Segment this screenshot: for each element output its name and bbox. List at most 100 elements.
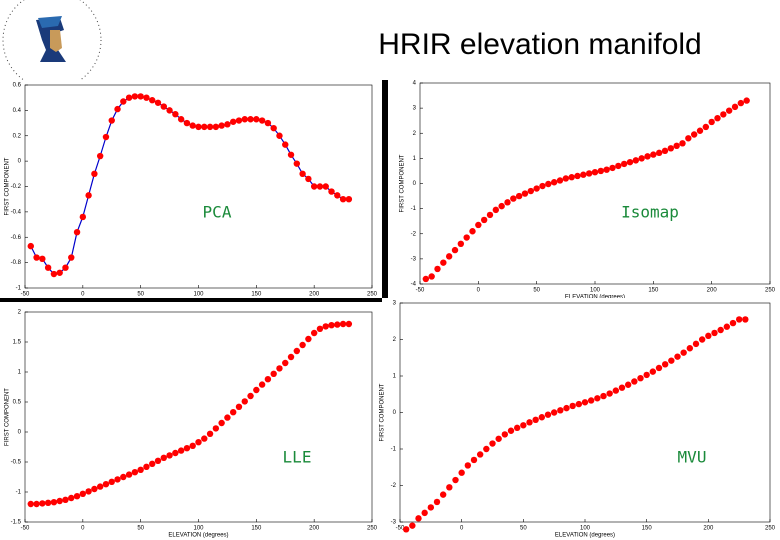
data-point	[195, 123, 202, 131]
x-tick-label: 200	[309, 526, 320, 532]
x-tick-label: 250	[367, 526, 378, 532]
data-point	[316, 325, 324, 332]
data-point	[108, 117, 115, 124]
y-tick-label: 3	[393, 301, 397, 307]
data-point	[668, 357, 675, 364]
data-point	[680, 349, 687, 356]
data-point	[96, 152, 104, 160]
data-point	[218, 419, 225, 427]
x-tick-label: 200	[703, 526, 714, 532]
data-point	[39, 500, 46, 507]
data-point	[717, 326, 724, 334]
data-point	[445, 253, 453, 260]
data-point	[177, 116, 185, 123]
data-point	[409, 522, 416, 529]
data-point	[725, 107, 733, 114]
data-point	[440, 259, 447, 266]
x-tick-label: 250	[765, 288, 776, 294]
data-point	[218, 122, 225, 129]
data-point	[189, 122, 196, 129]
data-point	[44, 264, 52, 271]
data-point	[282, 141, 289, 148]
data-point	[480, 216, 488, 224]
data-point	[120, 473, 127, 481]
data-point	[85, 192, 92, 199]
plot-area	[399, 302, 771, 523]
y-tick-label: 0.5	[13, 400, 22, 406]
y-tick-label: -1.5	[11, 520, 22, 526]
data-point	[345, 195, 353, 203]
data-point	[27, 500, 34, 508]
data-point	[569, 402, 576, 410]
chart-panel: -50 0 50 100 150 200 250 -4 -3 -2 -1 0 1 2 3 4 ELEVATION…	[388, 80, 780, 301]
data-point	[458, 469, 465, 476]
data-point	[743, 97, 750, 104]
data-point	[299, 170, 306, 178]
data-point	[316, 183, 324, 190]
data-point	[539, 182, 546, 190]
data-point	[686, 345, 694, 352]
data-point	[282, 359, 289, 367]
y-tick-label: 1	[393, 374, 397, 380]
data-point	[650, 151, 657, 158]
data-point	[339, 320, 347, 328]
data-point	[661, 361, 669, 368]
data-point	[137, 93, 144, 100]
data-point	[533, 185, 540, 192]
data-point	[594, 395, 601, 402]
data-point	[475, 221, 482, 229]
data-point	[600, 392, 607, 400]
data-point	[696, 127, 704, 134]
x-tick-label: 200	[309, 292, 320, 298]
data-point	[618, 384, 626, 391]
data-point	[729, 319, 737, 327]
y-axis-label: FIRST COMPONENT	[380, 383, 386, 441]
x-tick-label: 150	[251, 292, 262, 298]
data-point	[585, 170, 593, 177]
data-point	[56, 269, 63, 276]
plot-area	[419, 82, 771, 285]
data-point	[606, 390, 613, 397]
data-point	[328, 188, 335, 195]
data-point	[62, 264, 69, 271]
x-tick-label: 150	[251, 526, 262, 532]
data-point	[638, 155, 645, 162]
data-point	[563, 404, 570, 412]
data-point	[79, 490, 87, 497]
data-point	[102, 133, 110, 141]
y-tick-label: 0.2	[13, 133, 22, 139]
y-tick-label: 0	[18, 159, 22, 165]
y-tick-label: 1	[18, 370, 22, 376]
y-tick-label: 2	[18, 310, 22, 316]
x-tick-label: -50	[21, 292, 30, 298]
data-point	[287, 151, 295, 158]
data-point	[439, 491, 447, 498]
data-point	[137, 466, 144, 473]
data-point	[247, 116, 254, 123]
x-tick-label: 150	[648, 288, 659, 294]
data-point	[160, 454, 167, 461]
data-point	[457, 240, 465, 247]
x-tick-label: 50	[533, 288, 540, 294]
data-point	[711, 329, 718, 337]
data-point	[322, 323, 329, 330]
x-tick-label: 50	[137, 526, 144, 532]
data-point	[293, 347, 301, 355]
y-tick-label: -2	[411, 231, 417, 237]
data-point	[526, 419, 533, 426]
data-point	[264, 119, 272, 127]
data-point	[230, 409, 237, 416]
data-point	[56, 497, 63, 505]
data-point	[143, 94, 150, 101]
data-point	[575, 400, 583, 408]
data-point	[131, 469, 139, 476]
y-tick-label: -0.4	[11, 209, 22, 215]
data-point	[334, 321, 341, 328]
data-point	[143, 463, 150, 470]
y-tick-label: -3	[391, 520, 397, 526]
data-point	[434, 265, 441, 273]
data-point	[655, 364, 663, 372]
x-tick-label: 100	[580, 526, 591, 532]
